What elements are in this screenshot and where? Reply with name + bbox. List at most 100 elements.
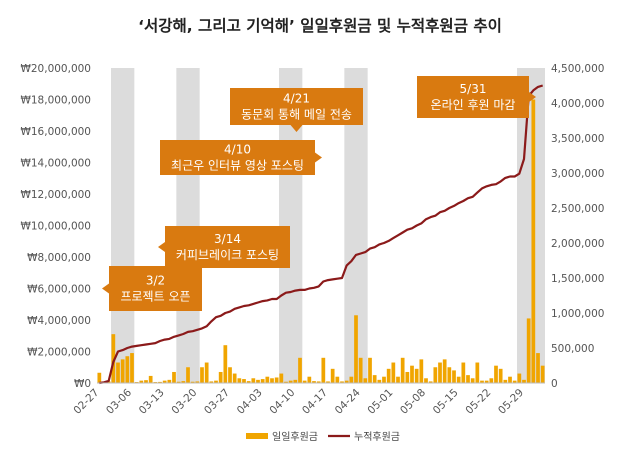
daily-bar: [424, 378, 428, 383]
daily-bar: [335, 376, 340, 383]
daily-bar: [130, 353, 134, 383]
daily-bar: [97, 372, 102, 383]
y-left-tick-label: ₩18,000,000: [20, 95, 91, 107]
daily-bar: [251, 378, 256, 383]
daily-bar: [349, 376, 354, 383]
x-tick-label: 05-08: [398, 387, 428, 417]
annotation-callout: 5/31 온라인 후원 마감: [417, 76, 536, 118]
daily-bar: [298, 357, 302, 383]
y-left-tick-label: ₩10,000,000: [20, 221, 91, 233]
y-right-tick-label: 500,000: [551, 343, 594, 355]
daily-bar: [144, 380, 148, 383]
y-left-tick-label: ₩14,000,000: [20, 158, 91, 170]
daily-bar: [293, 379, 298, 383]
annotation-box: [160, 140, 315, 175]
daily-bar: [209, 381, 214, 383]
daily-bar: [116, 362, 120, 383]
x-tick-label: 05-15: [431, 387, 461, 417]
daily-bar: [498, 368, 503, 383]
daily-bar: [386, 368, 391, 383]
daily-bar: [503, 379, 508, 383]
x-tick-label: 05-29: [496, 387, 526, 417]
daily-bar: [442, 359, 447, 383]
daily-bar: [326, 381, 330, 383]
annotations: 3/2 프로젝트 오픈 3/14 커피브레이크 포스팅 4/10 최근우 인터뷰 영상 포…: [102, 76, 536, 311]
y-left-tick-label: ₩4,000,000: [27, 315, 91, 327]
highlight-band: [517, 68, 545, 383]
daily-bar: [307, 376, 312, 383]
daily-bar: [125, 356, 130, 383]
daily-bar: [526, 318, 531, 383]
daily-bar: [368, 357, 372, 383]
y-left-tick-label: ₩16,000,000: [20, 126, 91, 138]
daily-bar: [484, 380, 489, 383]
annotation-box: [230, 88, 363, 125]
daily-bar: [340, 381, 344, 383]
daily-bars: [97, 99, 545, 383]
daily-bar: [461, 362, 466, 383]
y-right-tick-label: 2,000,000: [551, 238, 604, 250]
annotation-callout: 3/14 커피브레이크 포스팅: [158, 226, 290, 268]
annotation-callout: 4/21 동문회 통해 메일 전송: [230, 88, 363, 132]
daily-bar: [400, 357, 405, 383]
daily-bar: [536, 353, 540, 383]
daily-bar: [363, 378, 368, 383]
annotation-callout: 4/10 최근우 인터뷰 영상 포스팅: [160, 140, 322, 175]
daily-bar: [232, 373, 237, 383]
annotation-pointer: [529, 92, 536, 102]
daily-bar: [214, 380, 218, 383]
daily-bar: [396, 376, 400, 383]
y-left-tick-label: ₩0: [74, 378, 91, 390]
legend-swatch-daily: [246, 433, 268, 439]
daily-bar: [284, 381, 288, 383]
annotation-box: [109, 266, 202, 311]
daily-bar: [466, 375, 470, 383]
legend-label-daily: 일일후원금: [272, 431, 318, 443]
daily-bar: [274, 377, 279, 383]
daily-bar: [176, 381, 181, 383]
daily-bar: [447, 367, 452, 383]
annotation-date: 4/21: [283, 92, 310, 106]
x-tick-label: 04-03: [235, 387, 265, 417]
annotation-date: 3/14: [214, 232, 241, 246]
legend: 일일후원금 누적후원금: [246, 431, 400, 443]
daily-bar: [508, 376, 512, 383]
annotation-callout: 3/2 프로젝트 오픈: [102, 266, 202, 311]
daily-bar: [167, 379, 172, 383]
daily-bar: [316, 381, 321, 383]
y-right-tick-label: 4,500,000: [551, 63, 604, 75]
annotation-box: [417, 76, 529, 118]
daily-bar: [106, 381, 111, 383]
daily-bar: [531, 99, 536, 383]
y-right-tick-label: 1,000,000: [551, 308, 604, 320]
daily-bar: [517, 373, 522, 383]
x-tick-label: 02-27: [71, 387, 101, 417]
annotation-pointer: [102, 283, 109, 294]
y-left-tick-label: ₩2,000,000: [27, 347, 91, 359]
daily-bar: [354, 315, 358, 383]
y-left-tick-label: ₩6,000,000: [27, 284, 91, 296]
daily-bar: [186, 367, 190, 383]
daily-bar: [321, 357, 326, 383]
annotation-pointer: [290, 125, 303, 132]
x-tick-label: 03-20: [169, 387, 199, 417]
y-right-tick-label: 3,500,000: [551, 133, 604, 145]
annotation-pointer: [158, 242, 165, 252]
annotation-text: 온라인 후원 마감: [431, 98, 516, 112]
daily-bar: [302, 380, 307, 383]
daily-bar: [148, 375, 153, 383]
y-left-tick-label: ₩20,000,000: [20, 63, 91, 75]
daily-bar: [405, 371, 410, 383]
daily-bar: [391, 362, 396, 383]
daily-bar: [158, 381, 162, 383]
daily-bar: [228, 367, 232, 383]
daily-bar: [218, 371, 223, 383]
y-right-tick-label: 1,500,000: [551, 273, 604, 285]
daily-bar: [223, 345, 228, 383]
daily-bar: [270, 378, 274, 383]
daily-bar: [475, 362, 480, 383]
x-tick-label: 04-24: [333, 386, 363, 416]
annotation-box: [165, 226, 290, 268]
